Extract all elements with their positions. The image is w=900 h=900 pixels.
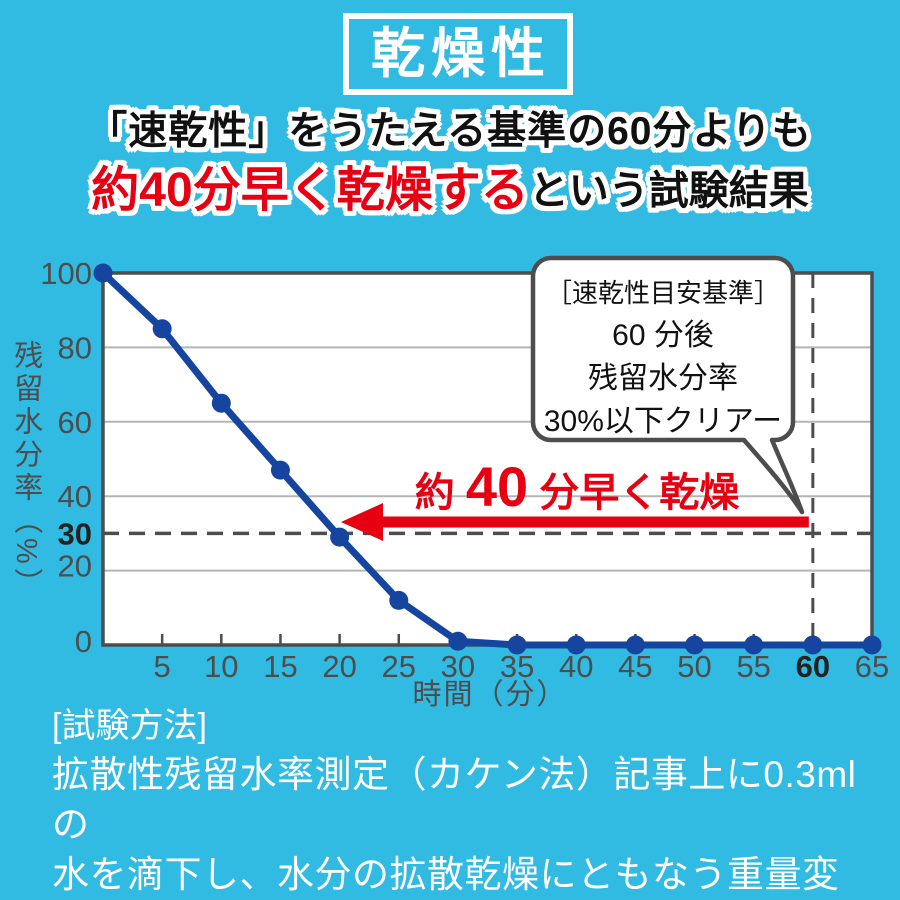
data-point (566, 635, 586, 655)
data-point (389, 590, 409, 610)
x-tick-label: 5 (154, 649, 171, 684)
y-tick-label: 60 (58, 405, 92, 440)
callout-line: ［速乾性目安基準］ (546, 278, 780, 308)
data-point (625, 635, 645, 655)
y-tick-label: 40 (58, 479, 92, 514)
callout-line: 30%以下クリアー (544, 405, 782, 438)
method-heading: [試験方法] (52, 707, 207, 745)
title-box: 乾燥性 (343, 13, 573, 95)
y-tick-label: 20 (58, 549, 92, 584)
x-tick-label: 55 (736, 649, 770, 684)
x-tick-label: 25 (382, 649, 416, 684)
x-tick-label: 30 (441, 649, 475, 684)
x-tick-label: 40 (559, 649, 593, 684)
x-tick-label: 65 (855, 649, 889, 684)
callout-line: 残留水分率 (588, 362, 738, 395)
y-axis-title: 残留水分率（%） (9, 340, 42, 601)
arrow-head (341, 503, 383, 541)
data-point (93, 263, 113, 283)
y-tick-label: 100 (40, 256, 92, 291)
data-point (685, 635, 705, 655)
y-tick-label: 0 (75, 624, 92, 659)
x-axis-title: 時間（分） (412, 678, 567, 711)
page-title: 乾燥性 (371, 24, 551, 84)
headline-line2: 約40分早く乾燥するという試験結果 (0, 160, 900, 231)
data-point (211, 393, 231, 413)
data-point (330, 527, 350, 547)
x-tick-label: 20 (322, 649, 356, 684)
arrow-label: 約 40 分早く乾燥 (415, 455, 741, 518)
y-tick-label: 80 (58, 330, 92, 365)
headline-suffix: という試験結果 (528, 169, 809, 213)
headline-highlight: 約40分早く乾燥する (91, 164, 529, 217)
x-tick-label: 15 (263, 649, 297, 684)
method-block: [試験方法] 拡散性残留水率測定（カケン法）記事上に0.3mlの 水を滴下し、水… (52, 702, 872, 900)
data-line (99, 269, 876, 649)
y-tick-label: 30 (58, 516, 92, 551)
x-tick-label: 10 (204, 649, 238, 684)
data-point (152, 319, 172, 339)
headline: 「速乾性」をうたえる基準の60分よりも 約40分早く乾燥するという試験結果 (0, 104, 900, 231)
data-point (744, 635, 764, 655)
x-tick-label: 50 (677, 649, 711, 684)
data-point (507, 635, 527, 655)
data-point (270, 460, 290, 480)
x-tick-label: 60 (796, 649, 830, 684)
data-point (803, 635, 823, 655)
x-tick-label: 35 (500, 649, 534, 684)
method-line: 水を滴下し、水分の拡散乾燥にともなう重量変化を (52, 854, 840, 895)
data-point (862, 635, 882, 655)
x-tick-label: 45 (618, 649, 652, 684)
data-point (448, 631, 468, 651)
method-line: 拡散性残留水率測定（カケン法）記事上に0.3mlの (52, 754, 857, 845)
headline-line1: 「速乾性」をうたえる基準の60分よりも (88, 110, 812, 153)
callout-line: 60 分後 (612, 319, 714, 352)
callout-bubble (530, 255, 805, 515)
